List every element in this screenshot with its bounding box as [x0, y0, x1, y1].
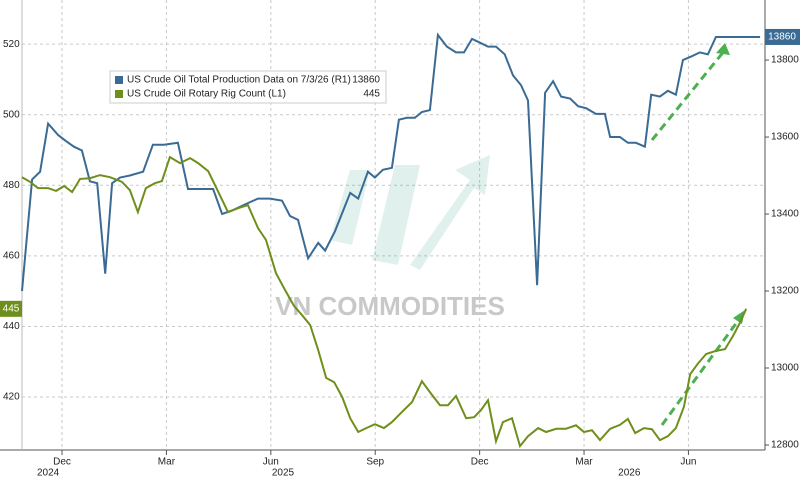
legend-value: 13860 — [352, 75, 380, 86]
y-tick-label: 520 — [3, 39, 20, 50]
y2-tick-label: 13800 — [771, 55, 799, 66]
y2-tick-label: 13600 — [771, 132, 799, 143]
x-tick-label: Jun — [263, 457, 279, 468]
y-tick-label: 420 — [3, 392, 20, 403]
series-line — [21, 32, 761, 292]
value-tag-label: 13860 — [768, 32, 796, 43]
x-tick-label: Dec — [53, 457, 71, 468]
x-tick-label: Mar — [158, 457, 176, 468]
y2-tick-label: 13400 — [771, 209, 799, 220]
x-tick-label: Jun — [680, 457, 696, 468]
x-tick-label: Dec — [471, 457, 489, 468]
legend: US Crude Oil Total Production Data on 7/… — [109, 70, 387, 104]
trend-arrows — [650, 49, 742, 426]
y-tick-label: 460 — [3, 251, 20, 262]
y-tick-label: 480 — [3, 180, 20, 191]
y2-tick-label: 12800 — [771, 440, 799, 451]
y2-tick-label: 13000 — [771, 363, 799, 374]
y2-tick-label: 13200 — [771, 286, 799, 297]
value-tag — [765, 28, 800, 45]
year-label: 2026 — [618, 468, 641, 478]
legend-box — [109, 70, 387, 104]
legend-swatch — [115, 90, 123, 98]
legend-value: 445 — [363, 89, 380, 100]
y-tick-label: 500 — [3, 109, 20, 120]
legend-label: US Crude Oil Rotary Rig Count (L1) — [127, 89, 286, 100]
watermark-logo — [330, 155, 490, 270]
legend-swatch — [115, 76, 123, 84]
legend-label: US Crude Oil Total Production Data on 7/… — [127, 75, 351, 86]
watermark: VN COMMODITIES — [275, 291, 505, 321]
value-tag-label: 445 — [3, 303, 20, 314]
x-tick-label: Sep — [366, 457, 384, 468]
year-label: 2025 — [272, 468, 295, 478]
value-tag — [0, 300, 22, 317]
year-label: 2024 — [37, 468, 60, 478]
series-line — [21, 155, 748, 449]
y-tick-label: 440 — [3, 321, 20, 332]
x-tick-label: Mar — [575, 457, 593, 468]
